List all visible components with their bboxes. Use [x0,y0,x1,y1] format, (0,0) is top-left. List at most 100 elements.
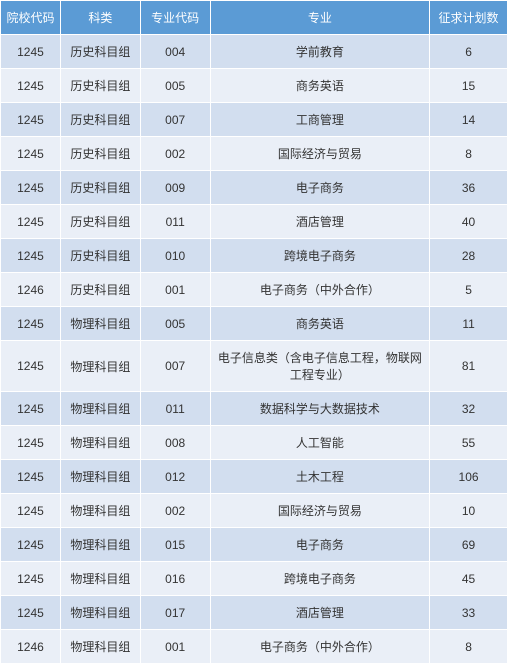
cell-major-code: 015 [140,528,210,562]
cell-school-code: 1245 [1,341,61,392]
cell-school-code: 1246 [1,273,61,307]
cell-school-code: 1245 [1,307,61,341]
cell-category: 物理科目组 [60,392,140,426]
cell-count: 10 [430,494,508,528]
cell-count: 28 [430,239,508,273]
cell-major-code: 009 [140,171,210,205]
cell-major-code: 004 [140,35,210,69]
cell-major: 电子商务（中外合作） [210,273,429,307]
cell-category: 物理科目组 [60,562,140,596]
cell-major-code: 002 [140,494,210,528]
table-row: 1245物理科目组016跨境电子商务45 [1,562,508,596]
cell-count: 15 [430,69,508,103]
cell-major: 电子商务（中外合作） [210,630,429,664]
cell-count: 11 [430,307,508,341]
cell-count: 55 [430,426,508,460]
cell-category: 历史科目组 [60,239,140,273]
cell-school-code: 1245 [1,494,61,528]
header-school-code: 院校代码 [1,1,61,35]
cell-category: 历史科目组 [60,205,140,239]
cell-school-code: 1245 [1,460,61,494]
table-row: 1245历史科目组005商务英语15 [1,69,508,103]
cell-category: 物理科目组 [60,460,140,494]
cell-major-code: 007 [140,103,210,137]
cell-major: 土木工程 [210,460,429,494]
header-count: 征求计划数 [430,1,508,35]
cell-major: 电子信息类（含电子信息工程，物联网工程专业） [210,341,429,392]
header-major-code: 专业代码 [140,1,210,35]
cell-major: 学前教育 [210,35,429,69]
cell-category: 历史科目组 [60,35,140,69]
cell-major-code: 007 [140,341,210,392]
cell-count: 69 [430,528,508,562]
table-row: 1246物理科目组001电子商务（中外合作）8 [1,630,508,664]
cell-school-code: 1245 [1,69,61,103]
table-header-row: 院校代码 科类 专业代码 专业 征求计划数 [1,1,508,35]
cell-school-code: 1245 [1,528,61,562]
table-row: 1245历史科目组009电子商务36 [1,171,508,205]
cell-major-code: 002 [140,137,210,171]
cell-school-code: 1245 [1,205,61,239]
cell-major: 人工智能 [210,426,429,460]
cell-category: 物理科目组 [60,307,140,341]
cell-major-code: 016 [140,562,210,596]
cell-school-code: 1245 [1,35,61,69]
cell-major: 数据科学与大数据技术 [210,392,429,426]
cell-major-code: 005 [140,307,210,341]
cell-major-code: 001 [140,273,210,307]
admissions-table: 院校代码 科类 专业代码 专业 征求计划数 1245历史科目组004学前教育61… [0,0,508,664]
cell-major: 商务英语 [210,69,429,103]
cell-major-code: 011 [140,392,210,426]
table-row: 1245历史科目组011酒店管理40 [1,205,508,239]
cell-major-code: 008 [140,426,210,460]
cell-count: 81 [430,341,508,392]
header-major: 专业 [210,1,429,35]
cell-school-code: 1245 [1,137,61,171]
table-row: 1245物理科目组017酒店管理33 [1,596,508,630]
cell-major: 酒店管理 [210,205,429,239]
cell-school-code: 1245 [1,426,61,460]
cell-major: 跨境电子商务 [210,562,429,596]
cell-major-code: 012 [140,460,210,494]
table-row: 1245历史科目组002国际经济与贸易8 [1,137,508,171]
cell-major: 酒店管理 [210,596,429,630]
cell-category: 物理科目组 [60,426,140,460]
table-row: 1245物理科目组011数据科学与大数据技术32 [1,392,508,426]
cell-major-code: 005 [140,69,210,103]
cell-school-code: 1245 [1,103,61,137]
cell-category: 物理科目组 [60,341,140,392]
cell-major-code: 001 [140,630,210,664]
table-row: 1246历史科目组001电子商务（中外合作）5 [1,273,508,307]
cell-category: 历史科目组 [60,171,140,205]
cell-major: 国际经济与贸易 [210,137,429,171]
cell-count: 45 [430,562,508,596]
table-row: 1245物理科目组002国际经济与贸易10 [1,494,508,528]
table-row: 1245物理科目组015电子商务69 [1,528,508,562]
cell-major: 商务英语 [210,307,429,341]
header-category: 科类 [60,1,140,35]
table-row: 1245物理科目组005商务英语11 [1,307,508,341]
cell-count: 106 [430,460,508,494]
cell-school-code: 1245 [1,392,61,426]
cell-category: 物理科目组 [60,528,140,562]
cell-major: 国际经济与贸易 [210,494,429,528]
table-row: 1245历史科目组004学前教育6 [1,35,508,69]
cell-category: 历史科目组 [60,137,140,171]
cell-count: 6 [430,35,508,69]
table-row: 1245历史科目组010跨境电子商务28 [1,239,508,273]
cell-category: 历史科目组 [60,69,140,103]
cell-count: 36 [430,171,508,205]
cell-category: 物理科目组 [60,630,140,664]
table-row: 1245物理科目组008人工智能55 [1,426,508,460]
cell-major-code: 017 [140,596,210,630]
cell-major-code: 010 [140,239,210,273]
cell-major: 电子商务 [210,528,429,562]
table-row: 1245历史科目组007工商管理14 [1,103,508,137]
cell-count: 8 [430,630,508,664]
cell-major: 跨境电子商务 [210,239,429,273]
cell-count: 33 [430,596,508,630]
cell-major-code: 011 [140,205,210,239]
cell-school-code: 1245 [1,239,61,273]
cell-major: 电子商务 [210,171,429,205]
cell-major: 工商管理 [210,103,429,137]
